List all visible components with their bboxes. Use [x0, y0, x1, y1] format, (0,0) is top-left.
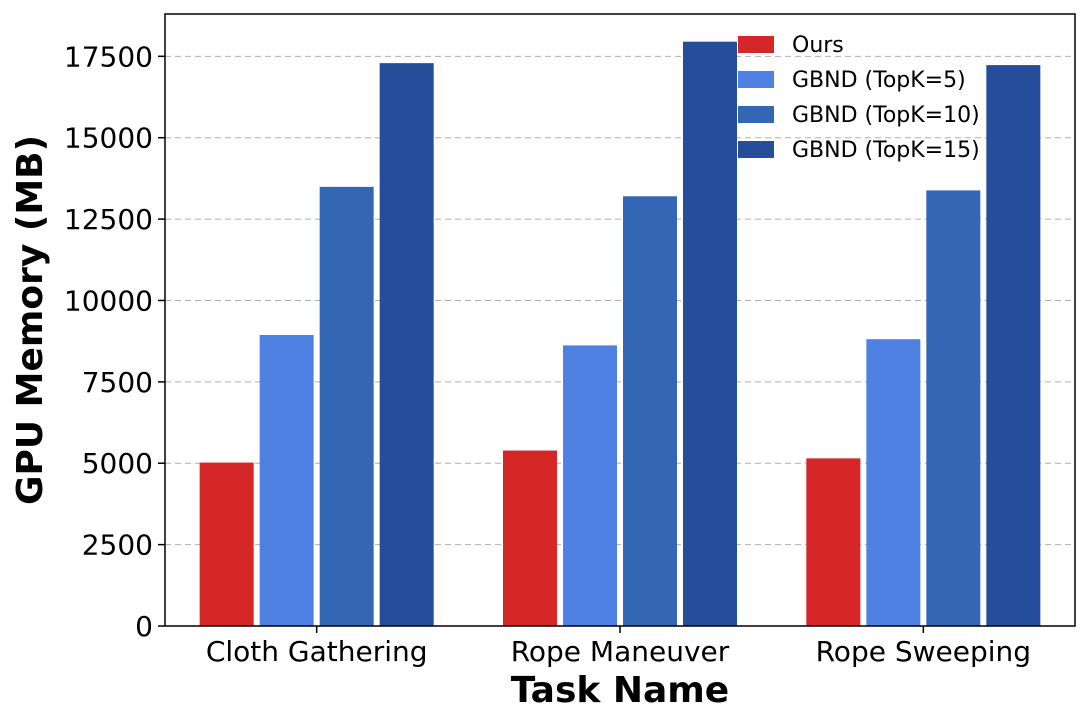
- bar-gbnd-topk-15--cloth-gathering: [379, 63, 434, 626]
- legend-label: GBND (TopK=5): [792, 68, 966, 93]
- y-tick-label: 12500: [64, 203, 153, 236]
- y-tick-label: 5000: [82, 447, 153, 480]
- bar-gbnd-topk-15--rope-maneuver: [683, 41, 737, 626]
- bar-ours-cloth-gathering: [199, 462, 254, 626]
- y-tick-label: 17500: [64, 40, 153, 73]
- bar-gbnd-topk-15--rope-sweeping: [986, 65, 1041, 626]
- bar-gbnd-topk-10--rope-sweeping: [926, 190, 981, 626]
- x-tick-label: Rope Sweeping: [816, 635, 1031, 668]
- bar-gbnd-topk-10--rope-maneuver: [623, 196, 677, 627]
- legend-swatch: [738, 71, 774, 88]
- bar-gbnd-topk-10--cloth-gathering: [319, 186, 374, 626]
- legend: Ours GBND (TopK=5) GBND (TopK=10) GBND (Top…: [738, 33, 980, 163]
- y-tick-label: 0: [135, 610, 153, 643]
- legend-swatch: [738, 106, 774, 123]
- x-axis-title: Task Name: [511, 670, 729, 711]
- legend-swatch: [738, 36, 774, 53]
- x-tick-label: Rope Maneuver: [511, 635, 730, 668]
- legend-label: Ours: [792, 33, 844, 58]
- y-tick-label: 15000: [64, 122, 153, 155]
- bars: [199, 41, 1041, 627]
- tick-labels: 0 2500 5000 7500 10000 12500 15000 17500 Cloth G…: [64, 40, 1031, 668]
- y-tick-label: 7500: [82, 366, 153, 399]
- bar-ours-rope-maneuver: [503, 450, 557, 626]
- bar-gbnd-topk-5--rope-sweeping: [866, 339, 921, 626]
- y-tick-label: 10000: [64, 284, 153, 317]
- x-tick-label: Cloth Gathering: [206, 635, 428, 668]
- legend-swatch: [738, 141, 774, 158]
- y-tick-label: 2500: [82, 529, 153, 562]
- legend-label: GBND (TopK=15): [792, 138, 980, 163]
- grid-lines: [165, 55, 1075, 546]
- bar-gbnd-topk-5--rope-maneuver: [563, 345, 617, 626]
- y-axis-title: GPU Memory (MB): [10, 135, 51, 505]
- bar-ours-rope-sweeping: [806, 458, 861, 626]
- bar-gbnd-topk-5--cloth-gathering: [259, 334, 314, 626]
- legend-label: GBND (TopK=10): [792, 103, 980, 128]
